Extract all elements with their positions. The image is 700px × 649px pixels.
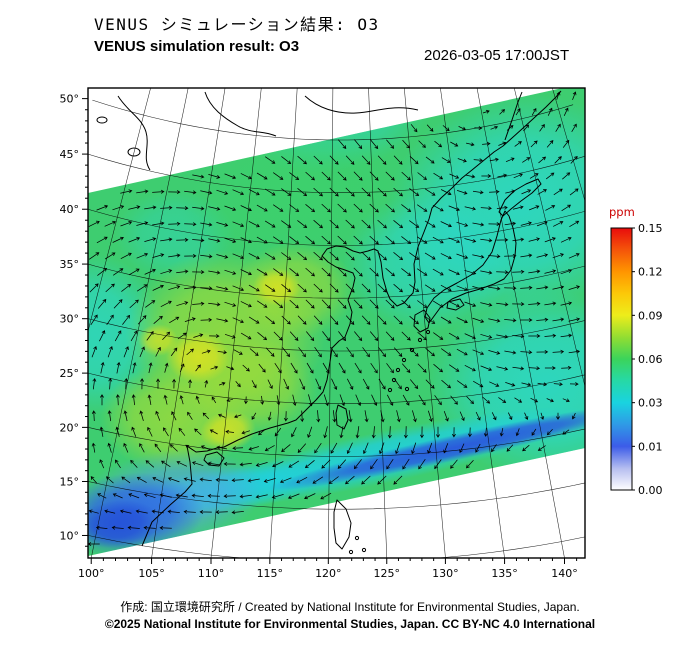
colorbar-gradient (610, 227, 633, 491)
colorbar-tick-label: 0.03 (638, 397, 663, 410)
x-tick-label: 105° (138, 567, 165, 580)
colorbar-tick-label: 0.00 (638, 484, 663, 497)
y-tick-label: 40° (60, 203, 80, 216)
y-tick-label: 45° (60, 148, 80, 161)
x-tick-label: 110° (198, 567, 225, 580)
credit-text: 作成: 国立環境研究所 / Created by National Instit… (120, 600, 580, 614)
title-english: VENUS simulation result: O3 (94, 38, 300, 55)
y-tick-label: 50° (60, 93, 80, 106)
y-tick-label: 25° (60, 367, 80, 380)
axis-ticks (82, 98, 578, 564)
wind-arrows (88, 91, 581, 547)
title-japanese: VENUS シミュレーション結果: O3 (94, 15, 380, 34)
graticule (88, 88, 585, 558)
x-tick-label: 130° (432, 567, 459, 580)
colorbar-title: ppm (609, 205, 635, 219)
x-tick-label: 100° (78, 567, 105, 580)
x-tick-label: 125° (374, 567, 401, 580)
y-tick-label: 10° (60, 529, 80, 542)
axis-labels: 100° 105° 110° 115° 120° 125° 130° 135° 140° 10° 1… (60, 93, 578, 580)
colorbar-tick-label: 0.06 (638, 353, 663, 366)
colorbar-tick-label: 0.15 (638, 222, 663, 235)
colorbar-tick-label: 0.01 (638, 440, 663, 453)
plot-frame (87, 87, 586, 559)
concentration-field (88, 88, 585, 556)
y-tick-label: 20° (60, 421, 80, 434)
colorbar-tick-label: 0.12 (638, 266, 663, 279)
x-tick-label: 115° (257, 567, 284, 580)
colorbar-tick-label: 0.09 (638, 309, 663, 322)
x-tick-label: 135° (491, 567, 518, 580)
coastlines (96, 90, 562, 555)
x-tick-label: 140° (551, 567, 578, 580)
license-text: ©2025 National Institute for Environment… (104, 617, 596, 631)
valid-time-label: 2026-03-05 17:00JST (424, 47, 570, 64)
x-tick-label: 120° (315, 567, 342, 580)
y-tick-label: 30° (60, 313, 80, 326)
y-tick-label: 35° (60, 258, 80, 271)
y-tick-label: 15° (60, 475, 80, 488)
